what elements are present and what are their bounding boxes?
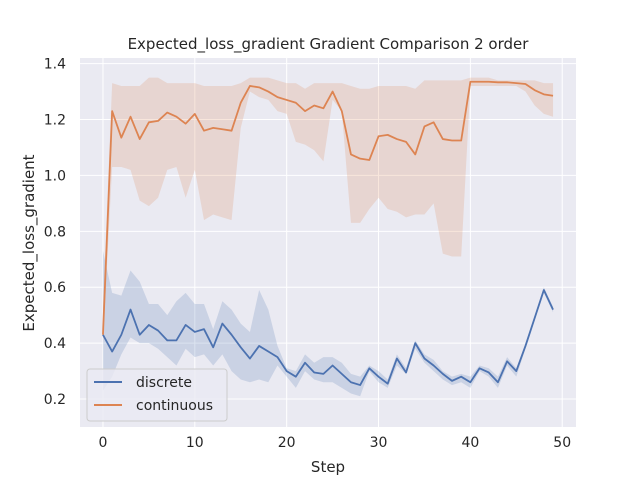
x-axis-label: Step xyxy=(311,458,345,476)
x-tick-label: 10 xyxy=(186,435,204,451)
y-tick-label: 1.4 xyxy=(44,57,66,73)
x-tick-label: 40 xyxy=(461,435,479,451)
y-tick-label: 0.2 xyxy=(44,392,66,408)
series-lines xyxy=(102,80,554,386)
x-tick-labels: 0 10 20 30 40 50 xyxy=(99,435,572,451)
x-tick-label: 20 xyxy=(278,435,296,451)
legend-label-discrete: discrete xyxy=(136,375,192,391)
confidence-bands xyxy=(102,77,554,397)
legend: discrete continuous xyxy=(86,368,228,422)
x-tick-label: 50 xyxy=(553,435,571,451)
x-tick-label: 0 xyxy=(99,435,108,451)
y-tick-label: 0.8 xyxy=(44,224,66,240)
confidence-band-continuous xyxy=(102,77,554,344)
y-axis-label: Expected_loss_gradient xyxy=(20,154,39,331)
legend-label-continuous: continuous xyxy=(136,398,213,414)
y-tick-label: 0.6 xyxy=(44,280,66,296)
y-tick-labels: 0.2 0.4 0.6 0.8 1.0 1.2 1.4 xyxy=(44,57,66,408)
chart-title: Expected_loss_gradient Gradient Comparis… xyxy=(128,35,530,54)
y-tick-label: 1.2 xyxy=(44,113,66,129)
y-tick-label: 0.4 xyxy=(44,336,66,352)
y-tick-label: 1.0 xyxy=(44,168,66,184)
grid-lines xyxy=(80,58,576,427)
x-tick-label: 30 xyxy=(370,435,388,451)
series-line-discrete xyxy=(102,289,554,386)
confidence-band-discrete xyxy=(102,250,554,397)
series-line-continuous xyxy=(102,80,554,335)
